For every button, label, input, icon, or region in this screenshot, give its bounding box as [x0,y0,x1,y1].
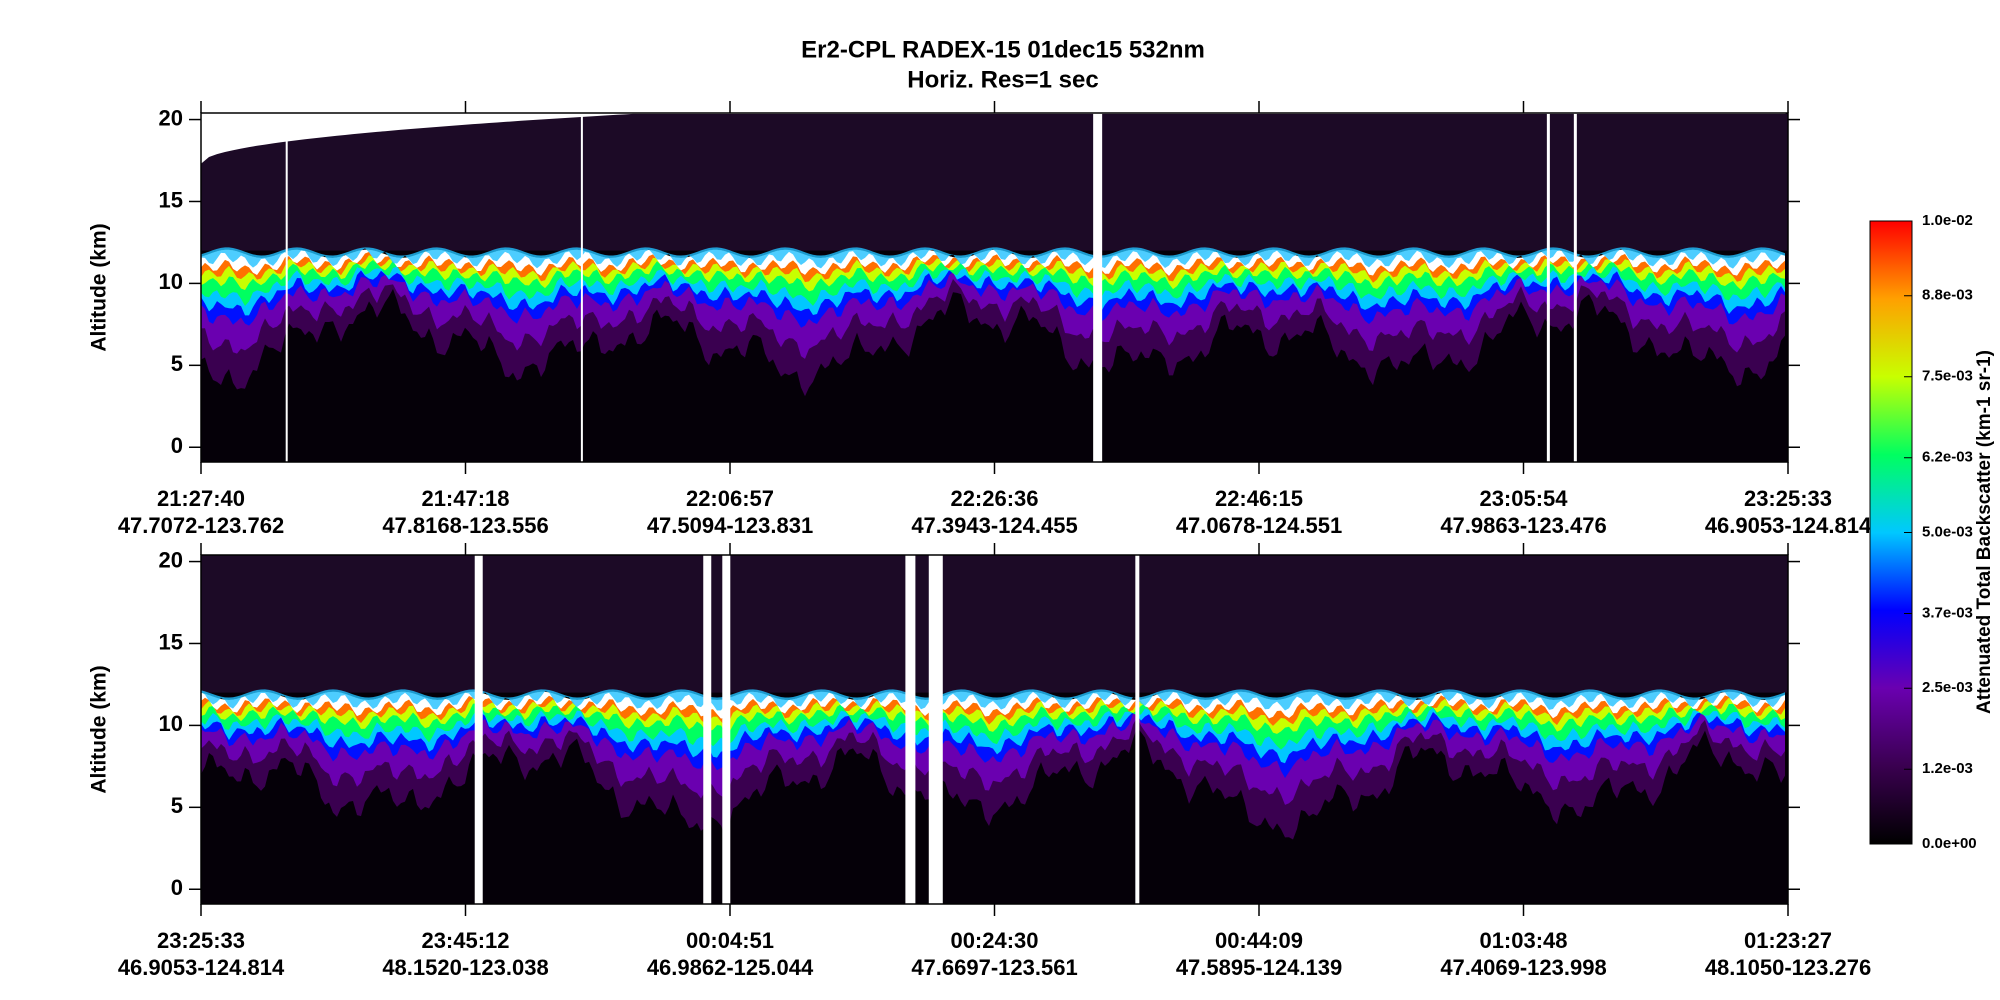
title: Er2-CPL RADEX-15 01dec15 532nm [801,36,1205,63]
data-gap [1093,111,1103,464]
colorbar-tick-label: 1.2e-03 [1922,760,1973,777]
data-gap [905,553,916,906]
x-tick-time: 21:47:18 [421,486,509,511]
y-tick-label: 5 [171,793,183,818]
y-tick-label: 10 [159,711,183,736]
no-data-region [201,113,1788,164]
x-tick-location: 47.5895-124.139 [1176,955,1342,980]
x-tick-location: 48.1520-123.038 [382,955,548,980]
x-tick-time: 01:23:27 [1744,928,1832,953]
y-tick-label: 15 [159,629,183,654]
x-tick-location: 46.9862-125.044 [647,955,814,980]
data-gap [722,553,731,906]
upper-air [201,555,1788,693]
x-tick-location: 47.6697-123.561 [911,955,1077,980]
subtitle: Horiz. Res=1 sec [907,66,1098,93]
x-tick-time: 23:25:33 [157,928,245,953]
data-gap [1135,553,1140,906]
data-gap [703,553,712,906]
x-tick-location: 47.3943-124.455 [911,513,1077,538]
colorbar-tick-label: 8.8e-03 [1922,287,1973,304]
y-tick-label: 0 [171,433,183,458]
colorbar-tick-label: 1.0e-02 [1922,212,1973,229]
x-tick-location: 48.1050-123.276 [1705,955,1871,980]
x-tick-time: 22:26:36 [950,486,1038,511]
cloud-layer [201,689,1785,711]
x-tick-time: 21:27:40 [157,486,245,511]
x-tick-time: 00:44:09 [1215,928,1303,953]
cloud-layer [201,247,1785,269]
x-tick-location: 47.8168-123.556 [382,513,548,538]
x-tick-location: 46.9053-124.814 [118,955,285,980]
x-tick-time: 22:06:57 [686,486,774,511]
y-axis-label: Altitude (km) [88,665,111,793]
data-gap [285,111,288,464]
y-tick-label: 0 [171,875,183,900]
colorbar-tick-label: 3.7e-03 [1922,604,1973,621]
x-tick-location: 46.9053-124.814 [1705,513,1872,538]
x-tick-location: 47.0678-124.551 [1176,513,1342,538]
colorbar-tick-label: 0.0e+00 [1922,835,1977,852]
x-tick-location: 47.7072-123.762 [118,513,284,538]
y-tick-label: 15 [159,187,183,212]
colorbar-tick-label: 2.5e-03 [1922,679,1973,696]
colorbar-label: Attenuated Total Backscatter (km-1 sr-1) [1974,350,1995,714]
y-tick-label: 10 [159,269,183,294]
y-tick-label: 20 [159,105,183,130]
x-tick-time: 00:24:30 [950,928,1038,953]
x-tick-time: 22:46:15 [1215,486,1303,511]
x-tick-time: 23:25:33 [1744,486,1832,511]
colorbar-tick-label: 6.2e-03 [1922,449,1973,466]
x-tick-time: 23:05:54 [1479,486,1568,511]
x-tick-location: 47.9863-123.476 [1440,513,1606,538]
data-gap [928,553,943,906]
upper-air [201,113,1788,251]
colorbar-tick-label: 5.0e-03 [1922,523,1973,540]
x-tick-time: 23:45:12 [421,928,509,953]
colorbar-tick-label: 7.5e-03 [1922,368,1973,385]
x-tick-time: 00:04:51 [686,928,774,953]
data-gap [1546,111,1550,464]
x-tick-location: 47.5094-123.831 [647,513,813,538]
data-gap [1573,111,1577,464]
data-gap [474,553,483,906]
y-axis-label: Altitude (km) [88,223,111,351]
y-tick-label: 20 [159,547,183,572]
data-gap [580,111,583,464]
x-tick-location: 47.4069-123.998 [1440,955,1606,980]
y-tick-label: 5 [171,351,183,376]
x-tick-time: 01:03:48 [1479,928,1567,953]
